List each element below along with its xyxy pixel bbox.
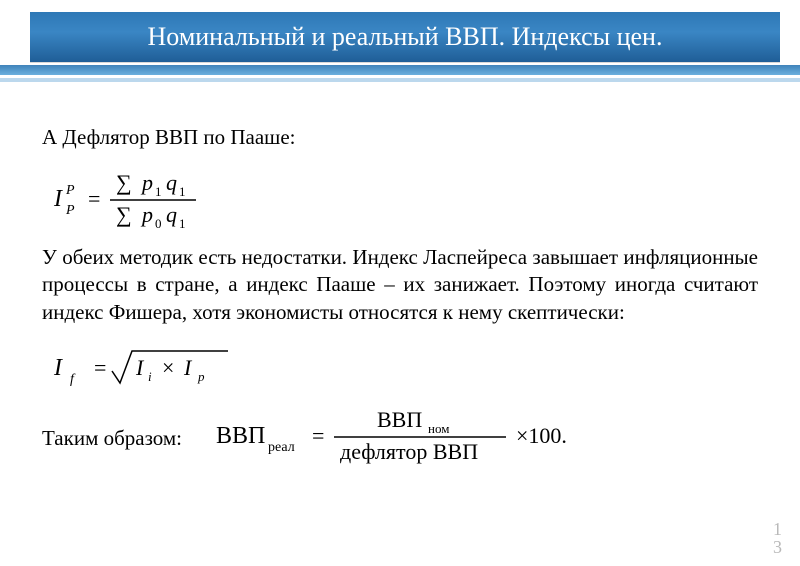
svg-text:q: q — [166, 202, 177, 227]
svg-text:I: I — [183, 355, 193, 380]
gdp-den: дефлятор ВВП — [340, 439, 478, 464]
header-band: Номинальный и реальный ВВП. Индексы цен. — [0, 0, 800, 90]
svg-text:I: I — [135, 355, 145, 380]
svg-text:p: p — [140, 202, 153, 227]
svg-text:p: p — [140, 170, 153, 195]
gdp-num-sub: ном — [428, 421, 449, 436]
fisher-lhs-sub: f — [70, 372, 76, 387]
svg-text:i: i — [148, 369, 152, 384]
svg-text:0: 0 — [155, 216, 162, 231]
gdp-lhs-sub: реал — [268, 440, 295, 455]
svg-text:1: 1 — [179, 216, 186, 231]
formula-gdp: ВВП реал = ВВП ном дефлятор ВВП ×100. — [212, 403, 592, 475]
intro-text: А Дефлятор ВВП по Пааше: — [42, 124, 758, 152]
gdp-tail: ×100. — [516, 423, 567, 448]
page-number: 1 3 — [773, 520, 782, 556]
page-number-top: 1 — [773, 520, 782, 538]
content-area: А Дефлятор ВВП по Пааше: I P P = ∑ p1 q1… — [0, 90, 800, 475]
conclusion-row: Таким образом: ВВП реал = ВВП ном дефлят… — [42, 403, 758, 475]
conclusion-lead: Таким образом: — [42, 426, 182, 451]
decor-line-thin — [0, 78, 800, 82]
title-bar: Номинальный и реальный ВВП. Индексы цен. — [30, 12, 780, 62]
gdp-num: ВВП — [377, 407, 422, 432]
svg-text:×: × — [162, 355, 174, 380]
svg-text:q: q — [166, 170, 177, 195]
svg-text:∑: ∑ — [116, 170, 132, 195]
gdp-lhs: ВВП — [216, 423, 265, 449]
decor-line-thick — [0, 65, 800, 75]
svg-text:=: = — [88, 186, 100, 211]
svg-text:∑: ∑ — [116, 202, 132, 227]
paasche-lhs-sup: P — [65, 183, 75, 198]
svg-text:p: p — [197, 369, 205, 384]
slide-title: Номинальный и реальный ВВП. Индексы цен. — [148, 22, 663, 52]
svg-text:1: 1 — [179, 184, 186, 199]
formula-paasche: I P P = ∑ p1 q1 ∑ p0 q1 — [50, 166, 758, 232]
paasche-lhs-sub: P — [65, 203, 75, 218]
paasche-lhs: I — [53, 186, 63, 212]
body-paragraph: У обеих методик есть недостатки. Индекс … — [42, 244, 758, 327]
svg-text:1: 1 — [155, 184, 162, 199]
svg-text:=: = — [94, 355, 106, 380]
svg-text:=: = — [312, 423, 324, 448]
formula-fisher: I f = I i × I p — [50, 341, 758, 391]
fisher-lhs: I — [53, 355, 63, 381]
page-number-bottom: 3 — [773, 538, 782, 556]
